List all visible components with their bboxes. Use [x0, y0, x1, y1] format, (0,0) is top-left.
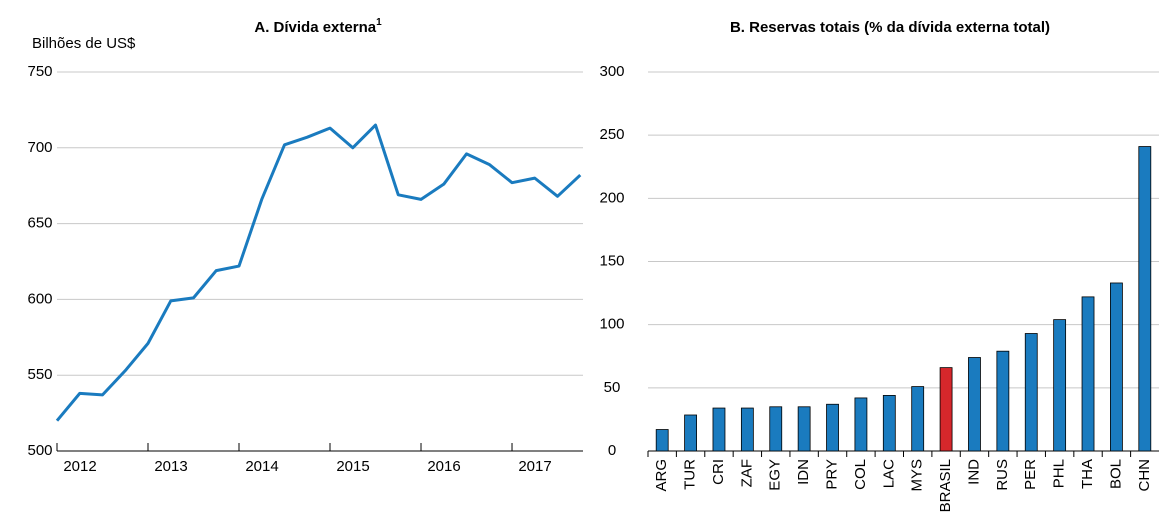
chart-title: A. Dívida externa1 — [254, 17, 382, 36]
bar — [655, 429, 669, 452]
x-tick-label: EGY — [767, 459, 784, 491]
x-tick-label: 2013 — [154, 458, 187, 475]
y-tick-label: 50 — [604, 379, 621, 396]
x-tick-label: 2014 — [245, 458, 278, 475]
title-note: 1 — [376, 17, 382, 28]
x-tick-label: ARG — [653, 459, 670, 492]
bar — [854, 397, 868, 452]
bar — [684, 414, 697, 452]
x-tick-label: IND — [965, 459, 982, 485]
y-tick-label: 700 — [27, 139, 52, 156]
y-tick-label: 750 — [27, 63, 52, 80]
line — [55, 123, 582, 422]
bar — [769, 406, 783, 452]
y-tick-label: 500 — [27, 442, 52, 459]
x-tick-label: BOL — [1107, 459, 1124, 489]
bar — [797, 406, 811, 452]
x-tick-label: LAC — [880, 459, 897, 488]
x-tick-label: TUR — [682, 459, 699, 490]
x-tick-label: 2015 — [336, 458, 369, 475]
x-tick-label: MYS — [909, 459, 926, 492]
bar — [968, 357, 981, 452]
bar — [911, 386, 925, 452]
chart-title: B. Reservas totais (% da dívida externa … — [730, 19, 1050, 36]
bar — [996, 350, 1010, 452]
bar — [740, 407, 754, 452]
x-tick-label: BRASIL — [937, 459, 954, 512]
bar — [1053, 319, 1067, 452]
y-tick-label: 550 — [27, 366, 52, 383]
x-tick-label: COL — [852, 459, 869, 490]
bar — [826, 403, 839, 452]
y-axis-label: Bilhões de US$ — [32, 35, 136, 52]
bar — [1081, 296, 1095, 452]
y-tick-label: 300 — [599, 63, 624, 80]
x-tick-label: IDN — [795, 459, 812, 485]
bar — [882, 395, 896, 452]
x-tick-label: PER — [1022, 459, 1039, 490]
y-tick-label: 200 — [599, 189, 624, 206]
y-tick-label: 0 — [608, 442, 616, 459]
x-tick-label: CHN — [1136, 459, 1153, 492]
y-tick-label: 100 — [599, 316, 624, 333]
x-tick-label: 2017 — [518, 458, 551, 475]
bar — [939, 367, 953, 452]
bar — [1024, 333, 1038, 452]
title-text: A. Dívida externa — [254, 19, 376, 36]
x-tick-label: THA — [1079, 459, 1096, 489]
y-tick-label: 150 — [599, 252, 624, 269]
y-tick-label: 250 — [599, 126, 624, 143]
x-tick-label: ZAF — [738, 459, 755, 487]
x-tick-label: CRI — [710, 459, 727, 485]
y-tick-label: 600 — [27, 290, 52, 307]
x-tick-label: PRY — [823, 459, 840, 490]
bar — [1138, 146, 1152, 452]
y-tick-label: 650 — [27, 215, 52, 232]
x-tick-label: PHL — [1051, 459, 1068, 488]
x-tick-label: 2016 — [427, 458, 460, 475]
bar — [1110, 282, 1123, 452]
x-tick-label: 2012 — [63, 458, 96, 475]
bar — [712, 407, 726, 452]
x-tick-label: RUS — [994, 459, 1011, 491]
